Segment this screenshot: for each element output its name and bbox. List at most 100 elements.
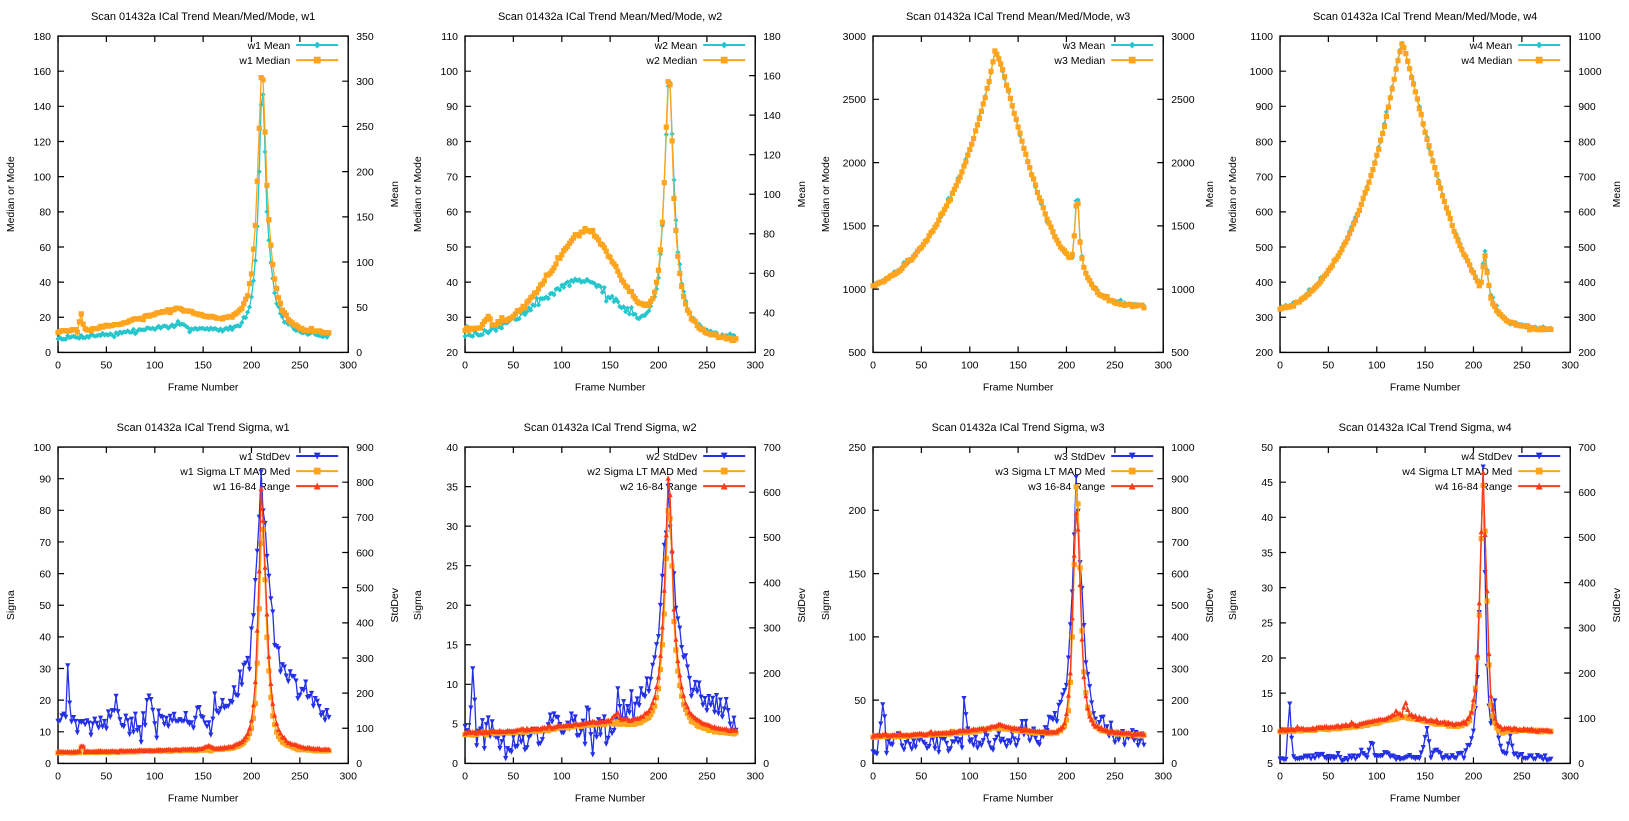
series-markers-w1-16-84-range xyxy=(55,485,332,755)
left-tick-label: 0 xyxy=(860,758,866,770)
right-tick-label: 500 xyxy=(1578,242,1596,254)
x-tick-label: 0 xyxy=(55,770,61,782)
right-tick-label: 180 xyxy=(763,31,781,43)
chart-title: Scan 01432a ICal Trend Sigma, w4 xyxy=(1338,422,1511,434)
right-tick-label: 800 xyxy=(356,476,374,488)
left-axis-label: Median or Mode xyxy=(5,156,17,232)
right-tick-label: 500 xyxy=(356,582,374,594)
x-tick-label: 50 xyxy=(915,770,927,782)
right-tick-label: 500 xyxy=(1171,347,1189,359)
legend-marker-square-icon xyxy=(1128,467,1136,474)
x-tick-label: 300 xyxy=(1561,770,1579,782)
right-tick-label: 300 xyxy=(763,622,781,634)
right-tick-label: 2500 xyxy=(1171,94,1195,106)
chart-title: Scan 01432a ICal Trend Mean/Med/Mode, w3 xyxy=(905,11,1129,23)
left-tick-label: 20 xyxy=(447,347,459,359)
chart-canvas-sigma-w2: Scan 01432a ICal Trend Sigma, w2 0 50 100 1… xyxy=(412,422,808,804)
x-axis-label: Frame Number xyxy=(575,381,646,393)
chart-canvas-sigma-w1: Scan 01432a ICal Trend Sigma, w1 0 50 100 1… xyxy=(5,422,401,804)
x-tick-label: 50 xyxy=(508,770,520,782)
left-tick-label: 35 xyxy=(1261,547,1273,559)
left-tick-label: 35 xyxy=(447,481,459,493)
legend-marker-triangle_down-icon xyxy=(1535,452,1543,459)
right-tick-label: 900 xyxy=(1171,473,1189,485)
x-tick-label: 0 xyxy=(1277,770,1283,782)
left-tick-label: 40 xyxy=(447,441,459,453)
series-markers-w3-median xyxy=(869,48,1147,311)
left-tick-label: 80 xyxy=(39,505,51,517)
legend-marker-diamond-icon xyxy=(1535,41,1543,49)
left-tick-label: 10 xyxy=(1261,723,1273,735)
x-tick-label: 0 xyxy=(1277,359,1283,371)
x-tick-label: 50 xyxy=(1322,359,1334,371)
series-markers-w2-sigma-lt-mad-med xyxy=(462,507,739,738)
left-tick-label: 80 xyxy=(39,207,51,219)
right-axis-label: StdDev xyxy=(1204,587,1216,622)
left-tick-label: 0 xyxy=(45,347,51,359)
legend-marker-triangle_up-icon xyxy=(1535,482,1543,489)
axis-ticks xyxy=(464,445,757,764)
right-tick-label: 0 xyxy=(1171,758,1177,770)
left-tick-label: 90 xyxy=(39,473,51,485)
right-tick-label: 200 xyxy=(1578,347,1596,359)
left-axis-label: Sigma xyxy=(820,590,832,620)
right-tick-label: 700 xyxy=(1578,441,1596,453)
series-line-w1-16-84-range xyxy=(57,487,329,753)
left-tick-label: 90 xyxy=(447,101,459,113)
plot-frame xyxy=(57,35,349,354)
legend-label: w1 Sigma LT MAD Med xyxy=(179,466,290,478)
x-tick-label: 250 xyxy=(1106,359,1124,371)
plot-frame xyxy=(871,445,1164,764)
chart-canvas-w4: Scan 01432a ICal Trend Mean/Med/Mode, w4… xyxy=(1227,11,1623,393)
x-tick-label: 150 xyxy=(1009,770,1027,782)
left-tick-label: 300 xyxy=(1255,312,1273,324)
chart-mean-med-mode-w3: Scan 01432a ICal Trend Mean/Med/Mode, w3… xyxy=(815,0,1222,411)
right-tick-label: 1100 xyxy=(1578,31,1601,43)
x-tick-label: 250 xyxy=(291,359,309,371)
left-tick-label: 15 xyxy=(1261,687,1273,699)
right-tick-label: 150 xyxy=(356,212,374,224)
x-axis-label: Frame Number xyxy=(1390,381,1461,393)
x-tick-label: 200 xyxy=(243,359,261,371)
right-tick-label: 400 xyxy=(1171,631,1189,643)
x-tick-label: 150 xyxy=(1009,359,1027,371)
series-markers-w4-median xyxy=(1277,41,1554,333)
legend-marker-triangle_down-icon xyxy=(1128,452,1136,459)
x-axis-label: Frame Number xyxy=(575,792,646,804)
right-tick-label: 0 xyxy=(356,347,362,359)
right-tick-label: 250 xyxy=(356,121,374,133)
x-tick-label: 200 xyxy=(650,770,668,782)
left-tick-label: 800 xyxy=(1255,136,1273,148)
x-tick-label: 200 xyxy=(1057,770,1075,782)
chart-sigma-w2: Scan 01432a ICal Trend Sigma, w2 0 50 100 1… xyxy=(407,411,814,821)
series-line-w3-sigma-lt-mad-med xyxy=(872,486,1144,738)
left-tick-label: 400 xyxy=(1255,277,1273,289)
left-tick-label: 50 xyxy=(39,600,51,612)
left-tick-label: 40 xyxy=(447,277,459,289)
legend-label: w4 Median xyxy=(1460,55,1512,67)
axis-ticks xyxy=(1279,35,1571,354)
legend-label: w2 16-84 Range xyxy=(619,481,697,493)
chart-mean-med-mode-w4: Scan 01432a ICal Trend Mean/Med/Mode, w4… xyxy=(1222,0,1629,411)
right-tick-label: 700 xyxy=(763,441,781,453)
right-axis-label: Mean xyxy=(796,181,808,207)
left-tick-label: 3000 xyxy=(842,31,866,43)
x-tick-label: 200 xyxy=(650,359,668,371)
left-tick-label: 2000 xyxy=(842,157,866,169)
chart-title: Scan 01432a ICal Trend Sigma, w2 xyxy=(524,422,697,434)
left-tick-label: 30 xyxy=(39,663,51,675)
left-tick-label: 1500 xyxy=(842,221,866,233)
axis-ticks xyxy=(464,35,757,354)
x-tick-label: 100 xyxy=(1368,770,1386,782)
right-tick-label: 500 xyxy=(1578,532,1596,544)
x-tick-label: 150 xyxy=(602,770,620,782)
left-tick-label: 10 xyxy=(39,726,51,738)
x-tick-label: 100 xyxy=(146,359,164,371)
chart-canvas-w3: Scan 01432a ICal Trend Mean/Med/Mode, w3… xyxy=(820,11,1216,393)
left-axis-label: Sigma xyxy=(1227,590,1239,620)
series-markers-w2-median xyxy=(462,79,739,344)
legend-marker-triangle_up-icon xyxy=(313,482,321,489)
x-tick-label: 100 xyxy=(146,770,164,782)
right-tick-label: 160 xyxy=(763,70,781,82)
